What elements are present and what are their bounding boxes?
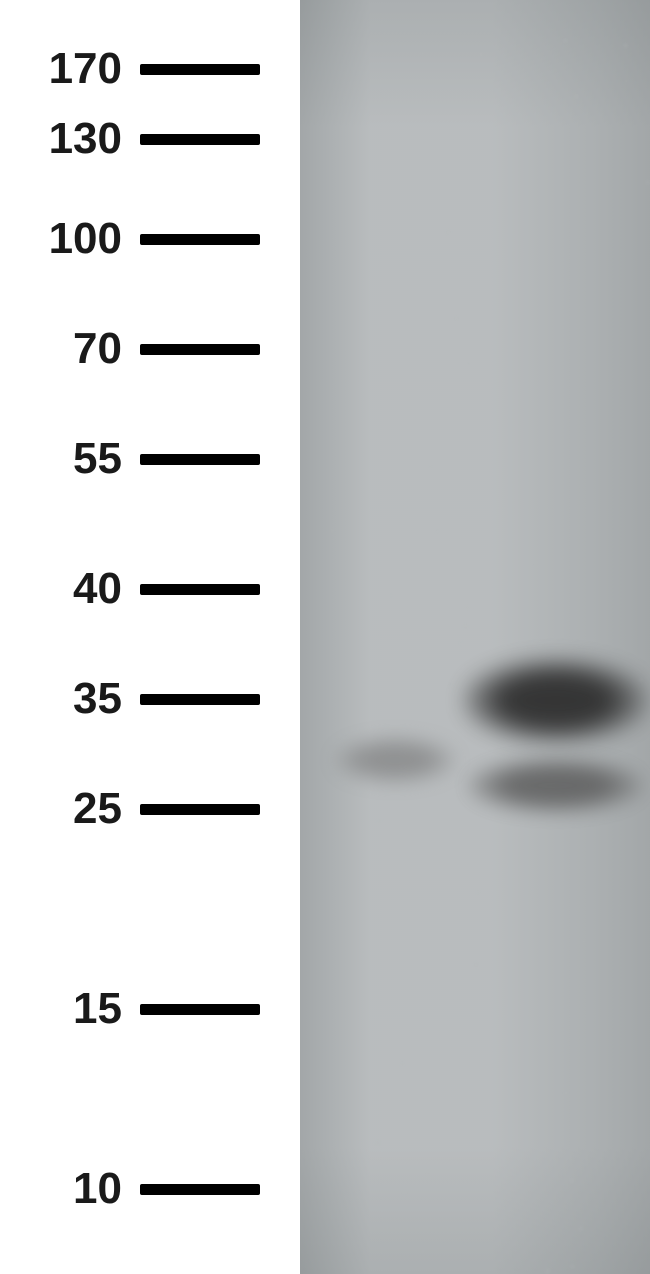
membrane-noise (476, 891, 479, 894)
membrane-background (300, 0, 650, 1274)
membrane-noise (623, 43, 628, 48)
blot-membrane (300, 0, 650, 1274)
membrane-noise (426, 1171, 431, 1176)
membrane-noise (459, 641, 462, 644)
membrane-noise (446, 230, 451, 235)
marker-tick (140, 64, 260, 75)
membrane-noise (598, 112, 600, 114)
protein-band (463, 658, 648, 743)
marker-label: 25 (0, 784, 140, 834)
marker-row: 25 (0, 784, 260, 834)
marker-tick (140, 804, 260, 815)
membrane-noise (435, 529, 440, 534)
marker-tick (140, 234, 260, 245)
protein-band (335, 737, 455, 783)
marker-label: 170 (0, 44, 140, 94)
membrane-noise (403, 1190, 406, 1193)
membrane-noise (574, 94, 579, 99)
marker-label: 100 (0, 214, 140, 264)
membrane-noise (360, 949, 363, 952)
protein-band (468, 758, 643, 813)
membrane-noise (467, 362, 470, 365)
membrane-noise (473, 962, 479, 968)
membrane-noise (329, 1059, 332, 1062)
marker-tick (140, 1184, 260, 1195)
marker-label: 40 (0, 564, 140, 614)
marker-label: 10 (0, 1164, 140, 1214)
marker-label: 70 (0, 324, 140, 374)
membrane-noise (375, 1140, 381, 1146)
marker-tick (140, 344, 260, 355)
membrane-noise (401, 1061, 405, 1065)
marker-row: 130 (0, 114, 260, 164)
marker-tick (140, 584, 260, 595)
membrane-noise (570, 1264, 575, 1269)
membrane-noise (329, 528, 334, 533)
marker-tick (140, 1004, 260, 1015)
marker-row: 40 (0, 564, 260, 614)
marker-label: 35 (0, 674, 140, 724)
membrane-noise (377, 819, 381, 823)
marker-label: 15 (0, 984, 140, 1034)
marker-row: 35 (0, 674, 260, 724)
marker-row: 70 (0, 324, 260, 374)
marker-row: 15 (0, 984, 260, 1034)
marker-tick (140, 134, 260, 145)
marker-label: 130 (0, 114, 140, 164)
molecular-weight-ladder: 170 130 100 70 55 40 35 25 15 10 (0, 0, 300, 1274)
membrane-noise (578, 1226, 583, 1231)
membrane-noise (545, 1268, 550, 1273)
marker-tick (140, 694, 260, 705)
membrane-noise (563, 38, 568, 43)
membrane-noise (569, 1178, 574, 1183)
marker-row: 10 (0, 1164, 260, 1214)
marker-row: 100 (0, 214, 260, 264)
membrane-noise (389, 594, 393, 598)
membrane-noise (618, 904, 621, 907)
membrane-noise (408, 575, 410, 577)
marker-row: 55 (0, 434, 260, 484)
marker-row: 170 (0, 44, 260, 94)
membrane-noise (419, 51, 424, 56)
membrane-noise (582, 940, 585, 943)
marker-tick (140, 454, 260, 465)
marker-label: 55 (0, 434, 140, 484)
membrane-noise (428, 465, 431, 468)
membrane-noise (570, 1103, 573, 1106)
